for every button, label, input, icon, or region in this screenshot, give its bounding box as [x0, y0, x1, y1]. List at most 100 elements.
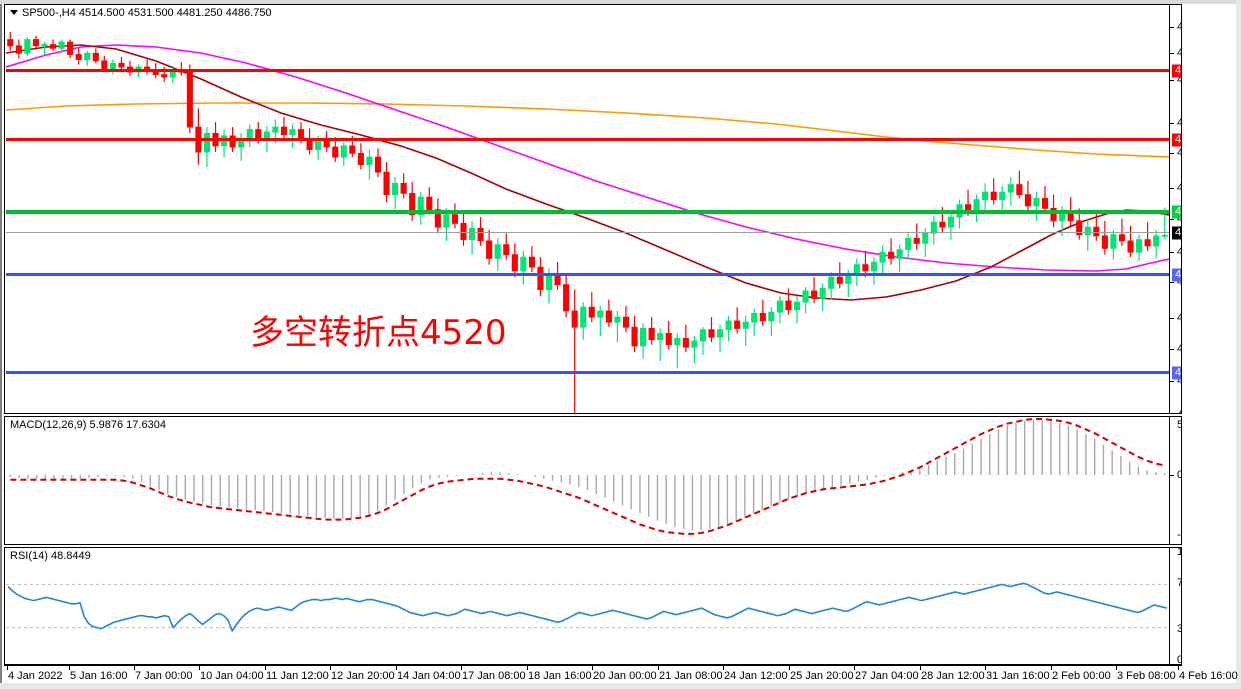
macd-tick-label: -72.1902 — [1177, 529, 1181, 541]
time-tick — [1116, 666, 1117, 670]
time-tick — [265, 666, 266, 670]
price-tick-label: 4409.610 — [1177, 276, 1181, 288]
price-tick-label: 4667.740 — [1177, 117, 1181, 129]
price-tick-label: 4202.795 — [1177, 409, 1181, 413]
price-tick — [1170, 282, 1174, 283]
level-4420-price-tag[interactable]: 4420.000 — [1172, 268, 1181, 282]
macd-scale: 52.1087 0.00 -72.1902 — [1169, 417, 1181, 544]
rsi-line — [7, 582, 1168, 633]
time-tick — [1051, 666, 1052, 670]
price-tick-label: 4563.555 — [1177, 182, 1181, 194]
time-axis-label: 17 Jan 08:00 — [462, 670, 526, 682]
last-price-line-line[interactable] — [6, 232, 1169, 233]
support-4420-line[interactable] — [6, 273, 1169, 276]
price-tick — [1170, 349, 1174, 350]
macd-tick-label: 52.1087 — [1177, 419, 1181, 431]
macd-signal-line — [10, 417, 1165, 535]
price-tick — [1170, 80, 1174, 81]
ma-orange-line — [6, 102, 1169, 158]
price-tick-label: 4823.240 — [1177, 21, 1181, 33]
macd-svg — [9, 417, 1166, 535]
time-tick — [658, 666, 659, 670]
time-axis-label: 21 Jan 08:00 — [659, 670, 723, 682]
time-axis-label: 12 Jan 20:00 — [331, 670, 395, 682]
candles-group — [7, 32, 1168, 413]
time-axis-label: 14 Jan 04:00 — [397, 670, 461, 682]
support-4270-line[interactable] — [6, 371, 1169, 374]
rsi-tick-label: 0 — [1177, 654, 1181, 664]
price-scale[interactable]: 4823.240 4770.370 4719.055 4667.740 4616.425… — [1169, 5, 1181, 413]
level-4270-price-tag[interactable]: 4270.000 — [1172, 366, 1181, 380]
time-axis-label: 7 Jan 00:00 — [135, 670, 193, 682]
rsi-svg — [6, 582, 1169, 633]
price-tick-label: 4356.740 — [1177, 312, 1181, 324]
price-tick-label: 4616.425 — [1177, 147, 1181, 159]
time-tick — [461, 666, 462, 670]
price-tick — [1170, 252, 1174, 253]
time-tick — [199, 666, 200, 670]
time-axis-label: 5 Jan 16:00 — [70, 670, 128, 682]
price-tick — [1170, 318, 1174, 319]
time-axis-label: 4 Jan 2022 — [8, 670, 63, 682]
rsi-scale: 100 70 30 0 — [1169, 548, 1181, 664]
right-gutter — [1236, 0, 1241, 689]
time-axis-label: 25 Jan 20:00 — [790, 670, 854, 682]
level-4520-price-tag[interactable]: 4520.000 — [1172, 205, 1181, 219]
level-4635-price-tag[interactable]: 4635.000 — [1172, 133, 1181, 147]
candlestick-svg — [6, 32, 1169, 413]
symbol-and-ohlc-text: SP500-,H4 4514.500 4531.500 4481.250 448… — [22, 7, 272, 19]
time-axis-label: 18 Jan 16:00 — [528, 670, 592, 682]
price-tick-label: 4512.240 — [1177, 213, 1181, 225]
macd-zero-tick — [1170, 475, 1174, 476]
time-axis-label: 24 Jan 12:00 — [724, 670, 788, 682]
macd-plot-area[interactable] — [6, 417, 1169, 544]
rsi-plot-area[interactable] — [6, 548, 1169, 664]
price-tick — [1170, 53, 1174, 54]
last-price-price-tag[interactable]: 4486.750 — [1172, 226, 1181, 240]
price-plot-area[interactable] — [6, 5, 1169, 413]
resistance-4740-line[interactable] — [6, 69, 1169, 72]
window-top-strip — [0, 0, 1241, 4]
pivot-4520-line[interactable] — [6, 210, 1169, 214]
time-tick — [854, 666, 855, 670]
time-tick — [7, 666, 8, 670]
time-axis-label: 11 Jan 12:00 — [266, 670, 329, 682]
macd-histogram — [9, 419, 1166, 531]
resistance-4635-line[interactable] — [6, 138, 1169, 141]
rsi-tick-label: 70 — [1177, 577, 1181, 589]
price-tick — [1170, 27, 1174, 28]
level-4740-price-tag[interactable]: 4740.000 — [1172, 64, 1181, 78]
price-tick-label: 4460.925 — [1177, 246, 1181, 258]
price-tick-label: 4719.055 — [1177, 74, 1181, 86]
time-tick — [396, 666, 397, 670]
time-tick — [789, 666, 790, 670]
time-tick — [592, 666, 593, 670]
price-pane-header: SP500-,H4 4514.500 4531.500 4481.250 448… — [10, 7, 272, 19]
time-axis-label: 27 Jan 04:00 — [855, 670, 919, 682]
time-tick — [134, 666, 135, 670]
time-tick — [527, 666, 528, 670]
price-tick-label: 4305.425 — [1177, 343, 1181, 355]
chart-annotation-text: 多空转折点4520 — [250, 313, 507, 353]
collapse-caret-icon[interactable] — [10, 9, 18, 15]
macd-tick-label: 0.00 — [1177, 469, 1181, 481]
macd-indicator-pane[interactable]: 52.1087 0.00 -72.1902 MACD(12,26,9) 5.9876… — [4, 416, 1182, 545]
time-tick — [330, 666, 331, 670]
rsi-tick-label: 30 — [1177, 623, 1181, 635]
time-tick — [69, 666, 70, 670]
rsi-indicator-pane[interactable]: 100 70 30 0 RSI(14) 48.8449 — [4, 547, 1182, 665]
time-axis-label: 2 Feb 00:00 — [1052, 670, 1111, 682]
rsi-tick-label: 100 — [1177, 548, 1181, 558]
price-tick — [1170, 381, 1174, 382]
time-tick — [920, 666, 921, 670]
time-axis-label: 10 Jan 04:00 — [200, 670, 264, 682]
time-axis-label: 28 Jan 12:00 — [921, 670, 985, 682]
window-bottom-strip — [0, 683, 1241, 689]
time-axis-label: 31 Jan 16:00 — [986, 670, 1050, 682]
price-chart-pane[interactable]: 4823.240 4770.370 4719.055 4667.740 4616.425… — [4, 4, 1182, 414]
price-tick — [1170, 153, 1174, 154]
price-tick — [1170, 123, 1174, 124]
price-tick — [1170, 188, 1174, 189]
time-tick — [723, 666, 724, 670]
time-axis-label: 4 Feb 16:00 — [1179, 670, 1238, 682]
